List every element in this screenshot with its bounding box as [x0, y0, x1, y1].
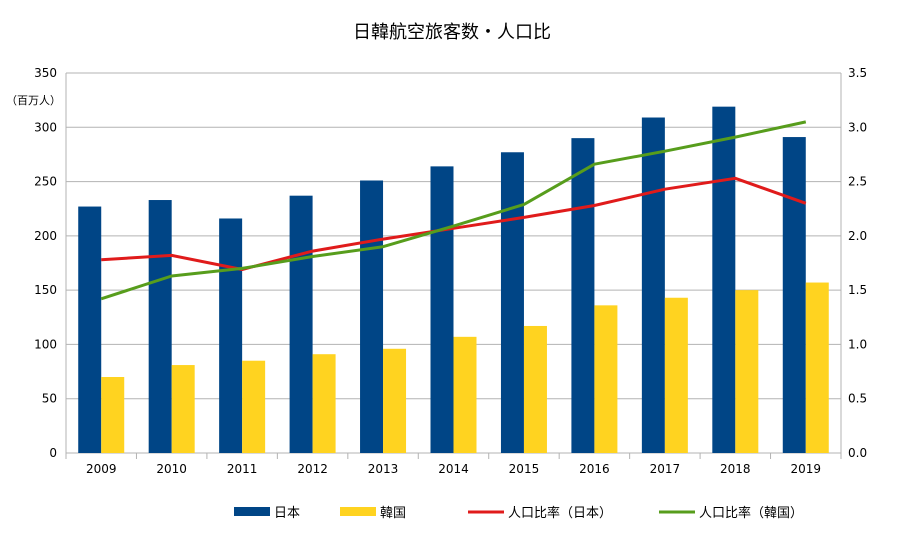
- line-ratio-korea: [100, 120, 807, 301]
- bar-korea: [594, 305, 618, 453]
- line-ratio-japan: [101, 176, 807, 271]
- x-tick-label: 2010: [156, 462, 187, 476]
- bar-korea: [242, 360, 266, 453]
- bar-korea: [453, 336, 477, 453]
- bar-japan: [78, 206, 102, 453]
- y-right-tick-label: 3.0: [848, 120, 867, 134]
- x-tick-label: 2013: [368, 462, 399, 476]
- legend-label: 人口比率（日本）: [508, 505, 612, 521]
- bar-korea: [383, 348, 407, 453]
- bars: [78, 106, 829, 454]
- bar-japan: [500, 152, 524, 453]
- bar-japan: [430, 166, 454, 453]
- lines: [100, 120, 807, 301]
- bar-japan: [148, 200, 172, 453]
- x-tick-label: 2011: [227, 462, 258, 476]
- y-left-tick-label: 300: [34, 120, 57, 134]
- bar-korea: [171, 365, 195, 453]
- bar-korea: [805, 282, 829, 453]
- y-left-tick-label: 350: [34, 66, 57, 80]
- bar-korea: [312, 354, 336, 453]
- legend-label: 日本: [274, 506, 300, 521]
- x-tick-label: 2016: [579, 462, 610, 476]
- y-left-tick-label: 0: [49, 446, 57, 460]
- x-tick-label: 2019: [790, 462, 821, 476]
- bar-korea: [735, 290, 759, 453]
- y-right-tick-label: 0.5: [848, 392, 867, 406]
- bar-korea: [664, 297, 688, 453]
- bar-korea: [101, 377, 125, 453]
- legend-swatch: [234, 507, 270, 516]
- y-right-tick-label: 1.5: [848, 283, 867, 297]
- bar-japan: [360, 180, 384, 453]
- x-tick-label: 2009: [86, 462, 117, 476]
- y-right-tick-label: 2.0: [848, 229, 867, 243]
- legend-swatch: [340, 507, 376, 516]
- x-tick-label: 2014: [438, 462, 469, 476]
- y-axis-unit-label: （百万人）: [6, 94, 61, 107]
- y-left-tick-label: 200: [34, 229, 57, 243]
- y-right-tick-label: 3.5: [848, 66, 867, 80]
- bar-korea: [523, 325, 547, 453]
- bar-japan: [289, 195, 313, 453]
- x-tick-label: 2018: [720, 462, 751, 476]
- y-left-tick-label: 250: [34, 175, 57, 189]
- y-right-tick-label: 2.5: [848, 175, 867, 189]
- y-left-tick-label: 100: [34, 337, 57, 351]
- y-left-tick-label: 50: [42, 392, 57, 406]
- bar-japan: [219, 218, 243, 453]
- bar-japan: [641, 117, 665, 453]
- legend-label: 韓国: [380, 506, 406, 521]
- y-left-tick-label: 150: [34, 283, 57, 297]
- bar-japan: [571, 138, 595, 453]
- x-tick-label: 2017: [650, 462, 681, 476]
- axes: 0 50 100 150 200 250 300 350 0.0 0.5 1.0 1.5 2.0 2.5 3…: [34, 66, 867, 476]
- y-right-tick-label: 1.0: [848, 337, 867, 351]
- y-right-tick-label: 0.0: [848, 446, 867, 460]
- x-tick-label: 2012: [297, 462, 328, 476]
- chart-title: 日韓航空旅客数・人口比: [353, 22, 551, 43]
- bar-japan: [782, 137, 806, 454]
- bar-japan: [712, 106, 736, 454]
- legend-label: 人口比率（韓国）: [699, 505, 803, 521]
- x-tick-label: 2015: [509, 462, 540, 476]
- legend: 日本 韓国 人口比率（日本） 人口比率（韓国）: [234, 505, 803, 521]
